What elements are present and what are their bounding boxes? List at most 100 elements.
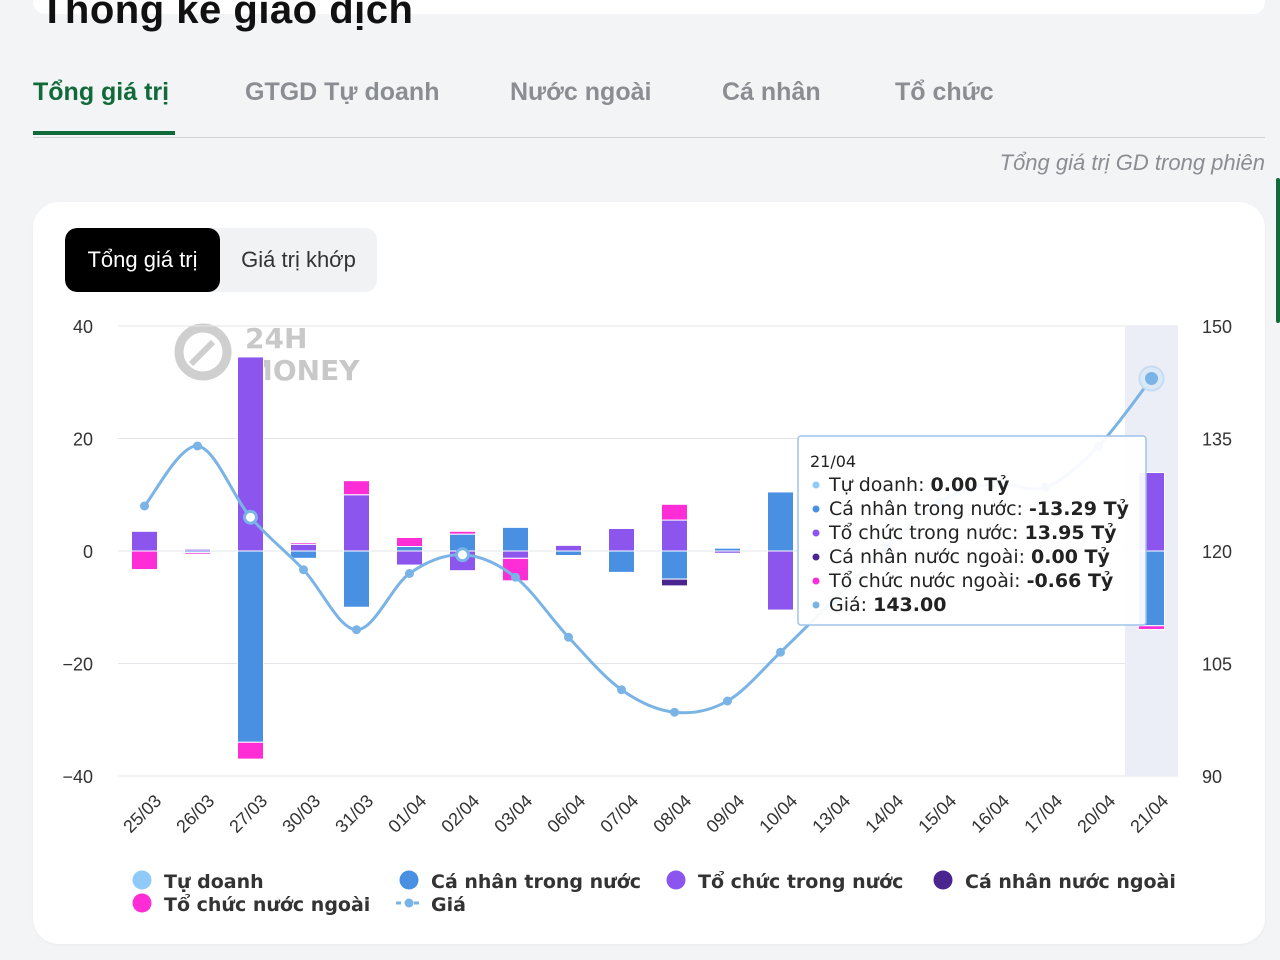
toggle-gia-tri-khop[interactable]: Giá trị khớp bbox=[241, 247, 356, 272]
tooltip-row-value: 143.00 bbox=[873, 594, 946, 616]
x-tick-label: 25/03 bbox=[119, 791, 165, 837]
tooltip-marker-ca_nhan_nuoc_ngoai bbox=[812, 553, 820, 561]
tab-to-chuc[interactable]: Tổ chức bbox=[895, 78, 994, 106]
price-point[interactable] bbox=[1145, 372, 1158, 385]
bar-to_chuc_nuoc_ngoai[interactable] bbox=[343, 480, 370, 496]
bar-to_chuc_trong_nuoc[interactable] bbox=[661, 519, 688, 552]
y-right-tick-label: 105 bbox=[1202, 655, 1232, 675]
page-title: Thống kê giao dịch bbox=[40, 0, 414, 32]
legend-marker-to_chuc_nuoc_ngoai[interactable] bbox=[132, 893, 152, 913]
top-card bbox=[33, 0, 1265, 14]
bar-to_chuc_nuoc_ngoai[interactable] bbox=[131, 550, 158, 571]
bar-to_chuc_trong_nuoc[interactable] bbox=[767, 550, 794, 611]
bar-ca_nhan_trong_nuoc[interactable] bbox=[502, 526, 529, 552]
tooltip-row-label: Cá nhân trong nước: bbox=[829, 498, 1029, 520]
tab-tong-gia-tri[interactable]: Tổng giá trị bbox=[33, 78, 170, 106]
tab-gtgd-tu-doanh[interactable]: GTGD Tự doanh bbox=[245, 78, 440, 106]
y-left-tick-label: 0 bbox=[83, 542, 93, 562]
tooltip-date: 21/04 bbox=[810, 452, 856, 471]
legend-label-tu_doanh[interactable]: Tự doanh bbox=[164, 871, 264, 893]
bar-ca_nhan_trong_nuoc[interactable] bbox=[661, 550, 688, 580]
legend-label-gia[interactable]: Giá bbox=[431, 894, 466, 916]
bar-to_chuc_trong_nuoc[interactable] bbox=[714, 550, 741, 554]
price-point[interactable] bbox=[617, 685, 626, 695]
bar-to_chuc_trong_nuoc[interactable] bbox=[502, 550, 529, 559]
bar-to_chuc_trong_nuoc[interactable] bbox=[290, 543, 317, 552]
legend-marker-tu_doanh[interactable] bbox=[132, 870, 152, 890]
chart-legend: Tự doanh Cá nhân trong nước Tổ chức trong … bbox=[132, 870, 1176, 916]
tooltip-row-value: 0.00 Tỷ bbox=[931, 474, 1010, 496]
bar-ca_nhan_trong_nuoc[interactable] bbox=[290, 550, 317, 559]
bar-to_chuc_trong_nuoc[interactable] bbox=[131, 530, 158, 552]
watermark-text-24h: 24H bbox=[245, 322, 307, 355]
bar-ca_nhan_trong_nuoc[interactable] bbox=[396, 546, 423, 552]
x-tick-label: 20/04 bbox=[1073, 791, 1119, 837]
bar-to_chuc_nuoc_ngoai[interactable] bbox=[396, 537, 423, 547]
price-point[interactable] bbox=[140, 501, 149, 511]
x-tick-label: 21/04 bbox=[1126, 791, 1172, 837]
tooltip-row-value: 0.00 Tỷ bbox=[1031, 546, 1110, 568]
x-tick-label: 07/04 bbox=[596, 791, 642, 837]
value-toggle: Tổng giá trị Giá trị khớp bbox=[65, 228, 377, 292]
price-point[interactable] bbox=[193, 441, 202, 451]
y-left-tick-label: 40 bbox=[73, 317, 93, 337]
price-point[interactable] bbox=[723, 696, 732, 706]
bar-ca_nhan_trong_nuoc[interactable] bbox=[555, 550, 582, 556]
tab-nuoc-ngoai[interactable]: Nước ngoài bbox=[510, 78, 652, 106]
legend-label-to_chuc_nuoc_ngoai[interactable]: Tổ chức nước ngoài bbox=[164, 893, 370, 916]
y-left-tick-label: 20 bbox=[73, 430, 93, 450]
side-scroll-indicator[interactable] bbox=[1276, 178, 1280, 323]
watermark-ring bbox=[174, 323, 232, 381]
tooltip-marker-ca_nhan_trong_nuoc bbox=[812, 505, 820, 513]
bar-ca_nhan_nuoc_ngoai[interactable] bbox=[184, 547, 211, 550]
legend-label-to_chuc_trong_nuoc[interactable]: Tổ chức trong nước bbox=[698, 870, 903, 893]
tab-ca-nhan[interactable]: Cá nhân bbox=[722, 78, 821, 106]
bar-ca_nhan_trong_nuoc[interactable] bbox=[608, 550, 635, 573]
bar-to_chuc_nuoc_ngoai[interactable] bbox=[449, 530, 476, 535]
tooltip-marker-to_chuc_nuoc_ngoai bbox=[812, 577, 820, 585]
legend-marker-ca_nhan_trong_nuoc[interactable] bbox=[399, 870, 419, 890]
legend-marker-ca_nhan_nuoc_ngoai[interactable] bbox=[933, 870, 953, 890]
tab-bar: Tổng giá trị GTGD Tự doanh Nước ngoài Cá… bbox=[33, 78, 1265, 138]
legend-marker-to_chuc_trong_nuoc[interactable] bbox=[666, 870, 686, 890]
x-tick-label: 30/03 bbox=[278, 791, 324, 837]
watermark-text-money: MONEY bbox=[245, 354, 360, 387]
bar-to_chuc_nuoc_ngoai[interactable] bbox=[237, 741, 264, 760]
price-point[interactable] bbox=[776, 647, 785, 657]
bar-to_chuc_trong_nuoc[interactable] bbox=[608, 528, 635, 552]
bar-ca_nhan_trong_nuoc[interactable] bbox=[343, 550, 370, 608]
tooltip-row-ca_nhan_nuoc_ngoai: Cá nhân nước ngoài: 0.00 Tỷ bbox=[829, 546, 1111, 568]
legend-label-ca_nhan_trong_nuoc[interactable]: Cá nhân trong nước bbox=[431, 871, 641, 893]
legend-marker-dot[interactable] bbox=[404, 898, 414, 908]
y-right-tick-label: 120 bbox=[1202, 542, 1232, 562]
price-point[interactable] bbox=[511, 572, 520, 582]
bar-to_chuc_nuoc_ngoai[interactable] bbox=[184, 552, 211, 555]
watermark-logo: 24H MONEY bbox=[174, 322, 360, 387]
toggle-tong-gia-tri[interactable]: Tổng giá trị bbox=[65, 228, 220, 292]
chart-subtitle: Tổng giá trị GD trong phiên bbox=[999, 150, 1265, 175]
x-tick-label: 06/04 bbox=[543, 791, 589, 837]
bar-ca_nhan_trong_nuoc[interactable] bbox=[237, 550, 264, 743]
bar-to_chuc_nuoc_ngoai[interactable] bbox=[661, 503, 688, 521]
y-right-tick-label: 135 bbox=[1202, 430, 1232, 450]
bar-to_chuc_trong_nuoc[interactable] bbox=[555, 544, 582, 552]
price-point[interactable] bbox=[299, 565, 308, 575]
bar-to_chuc_trong_nuoc[interactable] bbox=[343, 494, 370, 552]
x-tick-label: 10/04 bbox=[755, 791, 801, 837]
tooltip-row-label: Giá: bbox=[829, 594, 873, 616]
price-point[interactable] bbox=[455, 547, 470, 563]
price-point[interactable] bbox=[670, 707, 679, 717]
bar-ca_nhan_nuoc_ngoai[interactable] bbox=[661, 578, 688, 587]
bar-ca_nhan_trong_nuoc[interactable] bbox=[767, 491, 794, 552]
price-point[interactable] bbox=[243, 509, 258, 525]
price-point[interactable] bbox=[352, 625, 361, 635]
price-point[interactable] bbox=[405, 569, 414, 578]
bar-to_chuc_trong_nuoc[interactable] bbox=[396, 550, 423, 566]
legend-label-ca_nhan_nuoc_ngoai[interactable]: Cá nhân nước ngoài bbox=[965, 871, 1176, 893]
bar-to_chuc_nuoc_ngoai[interactable] bbox=[290, 542, 317, 545]
tooltip-row-label: Tổ chức nước ngoài: bbox=[828, 570, 1027, 592]
bar-to_chuc_nuoc_ngoai[interactable] bbox=[1138, 625, 1165, 630]
price-point[interactable] bbox=[564, 632, 573, 642]
tooltip-box bbox=[797, 435, 1147, 626]
